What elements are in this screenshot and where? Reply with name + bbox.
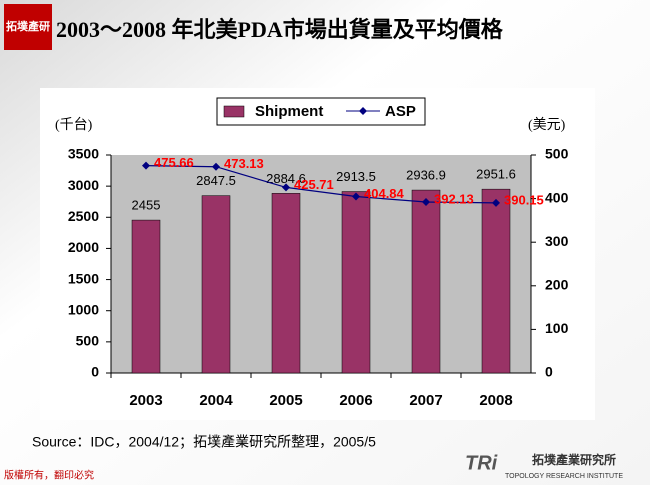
line-marker (422, 198, 430, 207)
x-tick-label: 2006 (339, 392, 372, 409)
line-marker (282, 183, 290, 192)
bar-value-label: 2951.6 (476, 167, 516, 182)
line-marker (212, 162, 220, 171)
y2-tick-label: 0 (545, 364, 553, 380)
legend-label: ASP (385, 103, 416, 120)
y-tick-label: 3500 (68, 146, 99, 162)
x-tick-label: 2007 (409, 392, 442, 409)
y2-tick-label: 100 (545, 320, 569, 336)
x-tick-label: 2003 (129, 392, 162, 409)
copyright: 版權所有，翻印必究 (4, 469, 94, 482)
legend-box (216, 97, 426, 126)
y-tick-label: 1000 (68, 301, 99, 317)
bar-value-label: 2936.9 (406, 168, 446, 183)
line-marker (492, 198, 500, 207)
chart-title: 2003～2008 年北美PDA市場出貨量及平均價格 (56, 17, 504, 42)
bar-value-label: 2847.5 (196, 173, 236, 188)
line-value-label: 475.66 (154, 155, 194, 170)
brand-mark: TRi (465, 452, 498, 474)
y2-tick-label: 400 (545, 189, 569, 205)
x-tick-label: 2005 (269, 392, 302, 409)
line-marker (142, 161, 150, 170)
bar (411, 189, 441, 374)
y-tick-label: 2500 (68, 208, 99, 224)
bar (341, 191, 371, 374)
line-value-label: 473.13 (224, 156, 264, 171)
bar (271, 193, 301, 374)
bar-value-label: 2884.6 (266, 171, 306, 186)
legend-marker (359, 107, 367, 115)
y2-tick-label: 300 (545, 233, 569, 249)
y2-tick-label: 500 (545, 146, 569, 162)
bar (481, 188, 511, 374)
plot-area (111, 155, 531, 373)
y2-tick-label: 200 (545, 277, 569, 293)
y-tick-label: 500 (76, 333, 100, 349)
y2-axis-label: (美元) (528, 117, 566, 133)
bar-value-label: 2455 (132, 198, 161, 213)
y-tick-label: 1500 (68, 270, 99, 286)
legend-label: Shipment (255, 103, 323, 120)
line-value-label: 425.71 (294, 177, 334, 192)
bar (131, 219, 161, 374)
y-axis-label: (千台) (55, 117, 93, 133)
line-value-label: 392.13 (434, 191, 474, 206)
y-tick-label: 3000 (68, 177, 99, 193)
bar-value-label: 2913.5 (336, 169, 376, 184)
brand: 拓墣產業研究所 (532, 452, 616, 467)
source: Source：IDC，2004/12；拓墣產業研究所整理，2005/5 (32, 434, 376, 451)
brand-en: TOPOLOGY RESEARCH INSTITUTE (505, 473, 623, 480)
legend-swatch (223, 105, 245, 118)
line (145, 165, 497, 204)
logo: 拓墣產研 (6, 19, 50, 33)
y-tick-label: 0 (91, 364, 99, 380)
line-marker (352, 192, 360, 201)
x-tick-label: 2004 (199, 392, 233, 409)
line-value-label: 390.15 (504, 192, 544, 207)
x-tick-label: 2008 (479, 392, 512, 409)
logo-box (4, 4, 52, 50)
line-value-label: 404.84 (364, 186, 405, 201)
y-tick-label: 2000 (68, 239, 99, 255)
bar (201, 195, 231, 374)
